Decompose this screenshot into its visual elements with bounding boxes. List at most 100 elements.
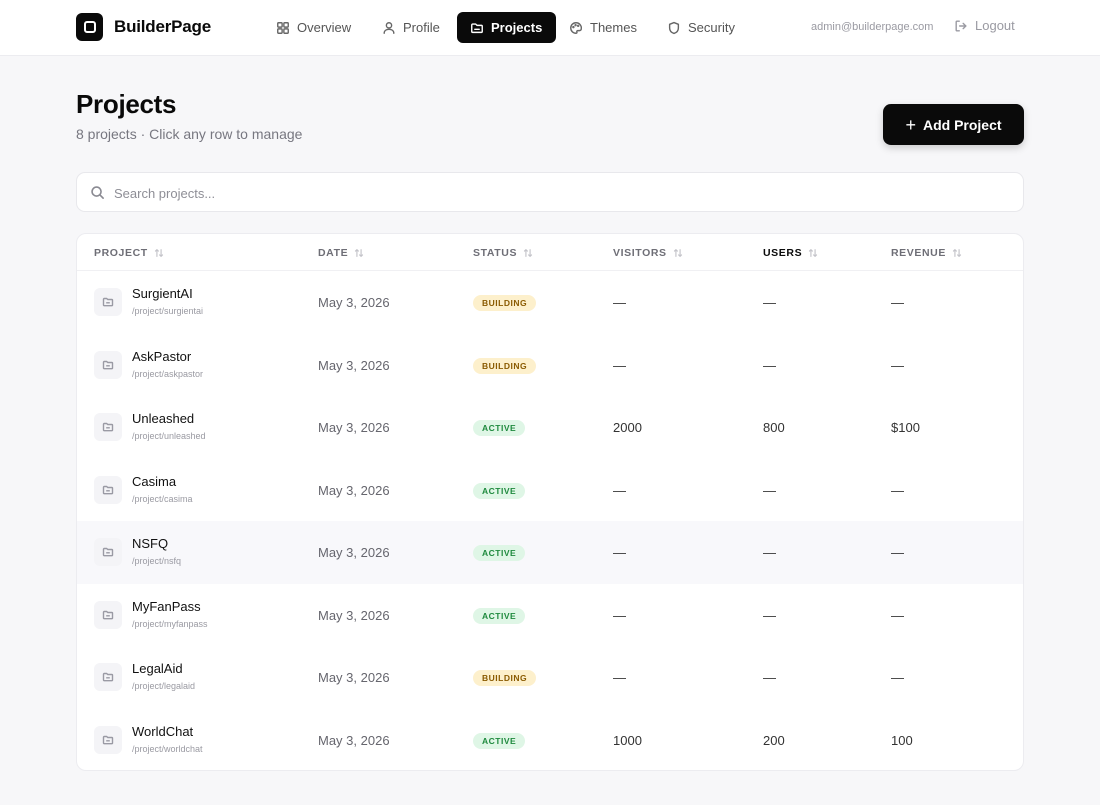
- projects-table: PROJECT DATE STATUS VISITORS USERS REVEN…: [76, 233, 1024, 771]
- brand-name: BuilderPage: [114, 17, 211, 36]
- logout-label: Logout: [975, 18, 1015, 33]
- column-header-date[interactable]: DATE: [318, 247, 364, 259]
- visitors-value: —: [613, 482, 626, 498]
- project-date: May 3, 2026: [318, 607, 390, 623]
- project-path: /project/askpastor: [132, 368, 204, 379]
- revenue-value: —: [891, 357, 904, 373]
- revenue-value: —: [891, 545, 904, 560]
- project-path: /project/casima: [132, 493, 193, 504]
- sort-icon: [952, 249, 962, 257]
- nav-item-security[interactable]: Security: [667, 12, 735, 43]
- table-row[interactable]: Casima/project/casima May 3, 2026 ACTIVE — —…: [77, 459, 1023, 522]
- status-badge: ACTIVE: [473, 420, 526, 436]
- user-icon: [383, 21, 395, 34]
- status-badge: ACTIVE: [473, 545, 526, 561]
- column-header-revenue[interactable]: REVENUE: [891, 247, 962, 259]
- folder-icon: [94, 725, 122, 754]
- users-value: —: [763, 545, 776, 560]
- users-value: —: [763, 357, 776, 373]
- project-name: WorldChat: [132, 723, 194, 739]
- sort-icon: [523, 249, 533, 257]
- users-value: 800: [763, 420, 785, 435]
- revenue-value: $100: [891, 420, 920, 435]
- table-row[interactable]: WorldChat/project/worldchat May 3, 2026 AC…: [77, 709, 1023, 771]
- nav-item-label: Themes: [590, 20, 637, 35]
- column-header-visitors[interactable]: VISITORS: [613, 247, 683, 259]
- table-row[interactable]: LegalAid/project/legalaid May 3, 2026 BUIL…: [77, 646, 1023, 709]
- search-icon: [91, 186, 104, 199]
- users-value: —: [763, 482, 776, 498]
- status-badge: BUILDING: [473, 357, 537, 374]
- search-bar: [76, 172, 1024, 212]
- revenue-value: 100: [891, 732, 913, 748]
- table-row[interactable]: NSFQ/project/nsfq May 3, 2026 ACTIVE — — —: [77, 521, 1023, 584]
- plus-icon: +: [905, 114, 916, 135]
- logout-icon: [955, 19, 967, 32]
- folder-icon: [94, 350, 122, 379]
- project-path: /project/worldchat: [132, 743, 203, 754]
- project-path: /project/myfanpass: [132, 618, 208, 629]
- folder-icon: [94, 538, 122, 566]
- nav-item-label: Overview: [297, 20, 352, 35]
- folder-icon: [94, 413, 122, 441]
- sort-icon: [154, 249, 163, 257]
- folder-icon: [471, 22, 483, 33]
- shield-icon: [668, 21, 680, 34]
- nav-item-overview[interactable]: Overview: [276, 12, 351, 43]
- nav-item-profile[interactable]: Profile: [382, 12, 440, 43]
- project-name: MyFanPass: [132, 598, 201, 614]
- project-date: May 3, 2026: [318, 670, 390, 685]
- folder-icon: [94, 600, 122, 629]
- palette-icon: [570, 21, 582, 34]
- visitors-value: —: [613, 357, 626, 373]
- column-header-project[interactable]: PROJECT: [94, 247, 164, 259]
- project-date: May 3, 2026: [318, 482, 390, 498]
- status-badge: BUILDING: [473, 670, 537, 686]
- add-project-button[interactable]: + Add Project: [883, 104, 1024, 145]
- logo-icon: [76, 13, 103, 41]
- visitors-value: 1000: [613, 732, 642, 748]
- nav-item-label: Projects: [491, 20, 543, 35]
- grid-icon: [277, 21, 289, 34]
- table-row[interactable]: MyFanPass/project/myfanpass May 3, 2026 AC…: [77, 584, 1023, 647]
- column-header-users[interactable]: USERS: [763, 247, 818, 259]
- users-value: —: [763, 295, 776, 310]
- visitors-value: 2000: [613, 420, 642, 435]
- add-project-label: Add Project: [922, 116, 1002, 133]
- top-navigation-bar: BuilderPage Overview Profile Projects Th…: [0, 0, 1100, 56]
- project-name: AskPastor: [132, 348, 192, 364]
- user-email: admin@builderpage.com: [811, 21, 934, 33]
- project-date: May 3, 2026: [318, 357, 390, 373]
- visitors-value: —: [613, 670, 626, 685]
- project-date: May 3, 2026: [318, 545, 390, 560]
- visitors-value: —: [613, 295, 626, 310]
- status-badge: ACTIVE: [473, 607, 526, 624]
- page-subtitle: 8 projects · Click any row to manage: [76, 126, 303, 142]
- project-name: Casima: [132, 473, 177, 489]
- sort-icon: [673, 249, 682, 257]
- table-header: PROJECT DATE STATUS VISITORS USERS REVEN…: [77, 234, 1023, 271]
- revenue-value: —: [891, 607, 904, 623]
- nav-item-projects[interactable]: Projects: [457, 12, 557, 43]
- brand[interactable]: BuilderPage: [76, 13, 211, 41]
- nav-item-themes[interactable]: Themes: [569, 12, 637, 43]
- column-header-status[interactable]: STATUS: [473, 247, 533, 259]
- project-path: /project/unleashed: [132, 431, 206, 441]
- table-row[interactable]: Unleashed/project/unleashed May 3, 2026 AC…: [77, 396, 1023, 459]
- status-badge: BUILDING: [473, 295, 537, 311]
- status-badge: ACTIVE: [473, 732, 526, 749]
- table-row[interactable]: AskPastor/project/askpastor May 3, 2026 BU…: [77, 334, 1023, 397]
- users-value: 200: [763, 732, 785, 748]
- users-value: —: [763, 607, 776, 623]
- table-row[interactable]: SurgientAI/project/surgientai May 3, 2026…: [77, 271, 1023, 334]
- visitors-value: —: [613, 607, 626, 623]
- users-value: —: [763, 670, 776, 685]
- folder-icon: [94, 288, 122, 316]
- search-input[interactable]: [114, 182, 994, 204]
- project-name: NSFQ: [132, 536, 169, 551]
- revenue-value: —: [891, 295, 904, 310]
- visitors-value: —: [613, 545, 626, 560]
- project-date: May 3, 2026: [318, 420, 390, 435]
- sort-icon: [809, 249, 818, 257]
- logout-button[interactable]: Logout: [954, 18, 1015, 33]
